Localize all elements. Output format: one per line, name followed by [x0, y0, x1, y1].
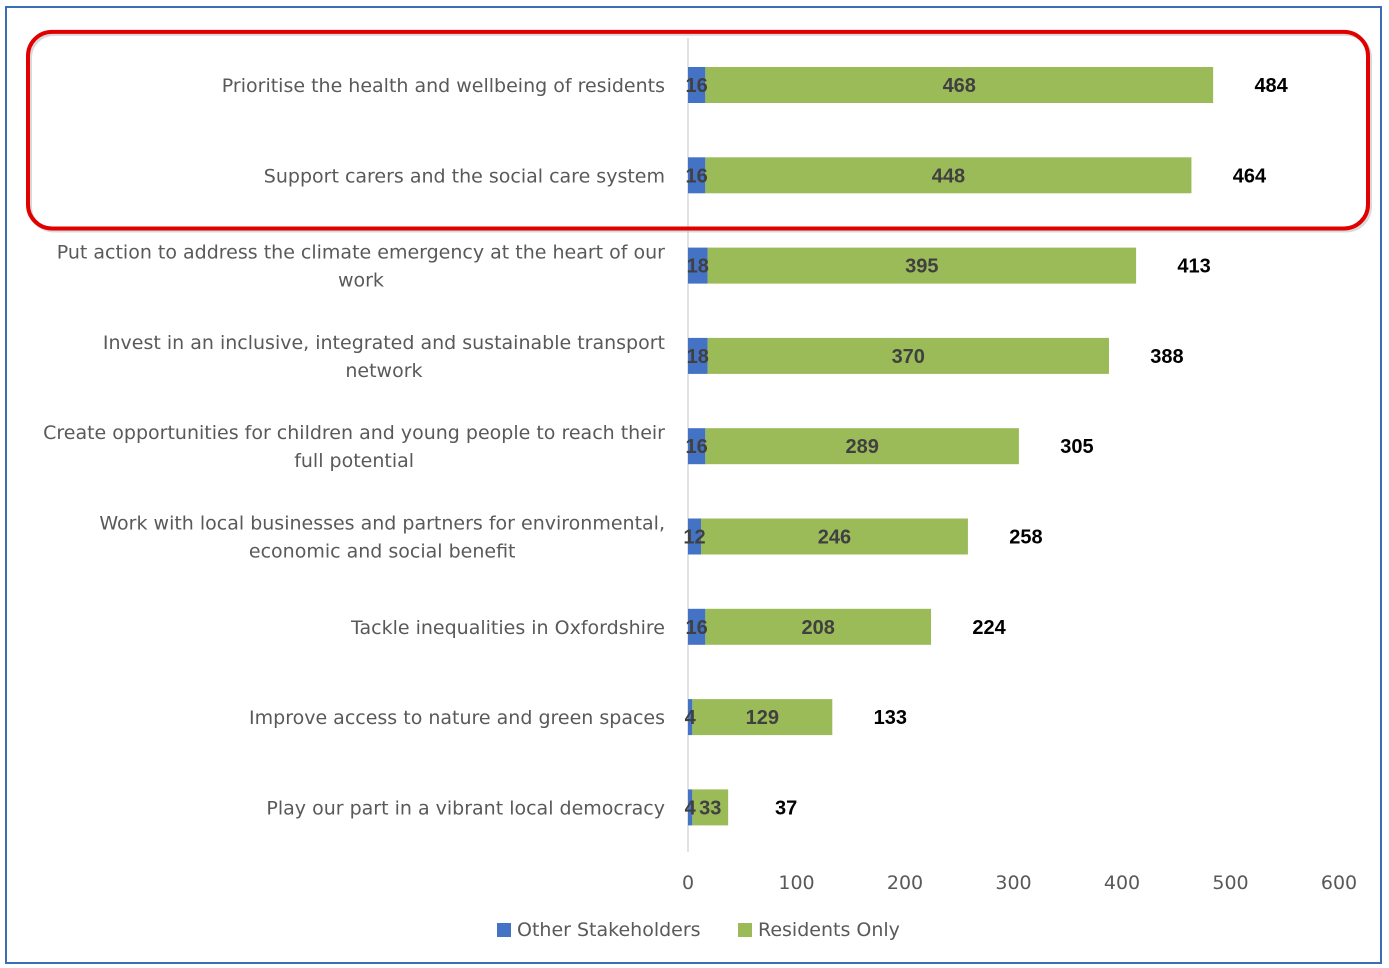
bar-other-stakeholders — [688, 518, 702, 555]
x-tick-label: 600 — [1321, 872, 1357, 894]
bar-other-stakeholders — [688, 337, 708, 374]
category-label: Improve access to nature and green space… — [249, 707, 665, 729]
bar-residents-only — [707, 247, 1137, 284]
bar-residents-only — [692, 699, 833, 736]
bar-residents-only — [705, 608, 932, 645]
data-label-total: 258 — [1009, 527, 1042, 549]
category-label: Prioritise the health and wellbeing of r… — [222, 75, 665, 97]
data-label-other-stakeholders: 4 — [685, 797, 697, 819]
data-label-residents-only: 208 — [802, 617, 835, 639]
data-label-residents-only: 448 — [932, 165, 965, 187]
bar-other-stakeholders — [688, 789, 693, 826]
data-label-total: 37 — [775, 797, 797, 819]
data-label-other-stakeholders: 16 — [686, 436, 708, 458]
category-label: Invest in an inclusive, integrated and s… — [103, 332, 665, 354]
bar-other-stakeholders — [688, 428, 706, 465]
data-label-total: 413 — [1177, 256, 1210, 278]
category-label: Put action to address the climate emerge… — [57, 242, 665, 264]
data-label-residents-only: 395 — [905, 256, 938, 278]
data-label-residents-only: 33 — [699, 797, 721, 819]
x-tick-label: 500 — [1212, 872, 1248, 894]
bar-residents-only — [692, 789, 729, 826]
bar-residents-only — [707, 337, 1109, 374]
data-label-total: 133 — [874, 707, 907, 729]
bar-other-stakeholders — [688, 699, 693, 736]
bar-residents-only — [705, 67, 1214, 103]
bar-residents-only — [705, 157, 1192, 194]
legend-label-residents-only: Residents Only — [758, 919, 900, 941]
x-tick-label: 300 — [995, 872, 1031, 894]
bar-other-stakeholders — [688, 608, 706, 645]
category-label: full potential — [294, 450, 414, 472]
data-label-residents-only: 129 — [746, 707, 779, 729]
bar-residents-only — [705, 428, 1019, 465]
x-tick-label: 0 — [682, 872, 694, 894]
x-tick-label: 400 — [1104, 872, 1140, 894]
data-label-other-stakeholders: 16 — [686, 165, 708, 187]
highlight-box — [26, 29, 1370, 231]
data-label-residents-only: 370 — [892, 346, 925, 368]
data-label-other-stakeholders: 12 — [683, 527, 705, 549]
legend-swatch-other-stakeholders — [497, 923, 511, 937]
category-label: Play our part in a vibrant local democra… — [266, 797, 665, 819]
data-label-other-stakeholders: 18 — [687, 256, 709, 278]
data-label-residents-only: 246 — [818, 527, 851, 549]
category-label: Work with local businesses and partners … — [99, 513, 665, 535]
category-label: Support carers and the social care syste… — [264, 165, 665, 187]
highlight-shadow — [28, 31, 1372, 233]
bar-other-stakeholders — [688, 247, 708, 284]
category-label: economic and social benefit — [249, 541, 516, 563]
legend-swatch-residents-only — [738, 923, 752, 937]
data-label-total: 388 — [1150, 346, 1183, 368]
bar-other-stakeholders — [688, 157, 706, 194]
data-label-other-stakeholders: 4 — [685, 707, 697, 729]
data-label-other-stakeholders: 16 — [686, 617, 708, 639]
category-label: network — [345, 360, 422, 382]
category-label: Create opportunities for children and yo… — [43, 422, 665, 444]
category-label: Tackle inequalities in Oxfordshire — [350, 617, 665, 639]
category-label: work — [338, 270, 384, 292]
data-label-other-stakeholders: 18 — [687, 346, 709, 368]
data-label-total: 484 — [1254, 75, 1288, 97]
data-label-total: 305 — [1060, 436, 1093, 458]
legend-label-other-stakeholders: Other Stakeholders — [517, 919, 701, 941]
data-label-total: 224 — [972, 617, 1006, 639]
data-label-total: 464 — [1233, 165, 1267, 187]
data-label-residents-only: 468 — [943, 75, 976, 97]
data-label-residents-only: 289 — [845, 436, 878, 458]
bar-other-stakeholders — [688, 67, 706, 103]
data-label-other-stakeholders: 16 — [686, 75, 708, 97]
x-tick-label: 200 — [887, 872, 923, 894]
bar-residents-only — [701, 518, 968, 555]
x-tick-label: 100 — [778, 872, 814, 894]
